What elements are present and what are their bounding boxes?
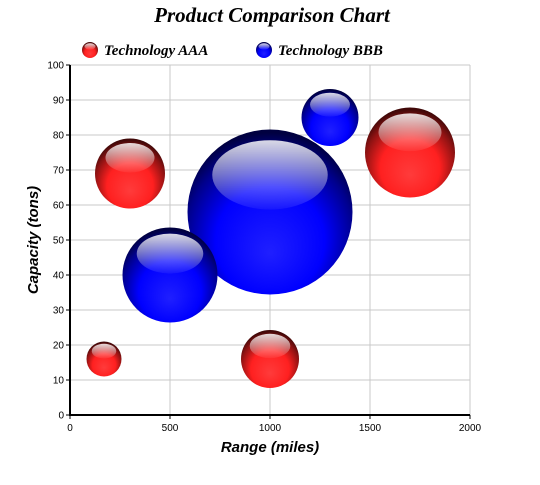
y-tick-label: 60 [53,201,65,212]
chart-title: Product Comparison Chart [153,3,391,27]
legend-label: Technology AAA [104,43,208,59]
legend-item: Technology BBB [256,42,383,59]
bubble [301,89,359,146]
bubble-highlight [105,143,155,173]
bubbles [86,89,455,388]
x-tick-label: 500 [162,423,179,434]
bubble [365,107,455,198]
legend-item: Technology AAA [82,42,208,59]
bubble [122,227,218,323]
bubble-highlight [249,333,291,359]
bubble-highlight [91,343,117,359]
y-tick-label: 10 [53,376,65,387]
y-tick-label: 80 [53,131,65,142]
y-tick-label: 0 [58,411,64,422]
x-tick-label: 1500 [359,423,382,434]
x-axis-label: Range (miles) [221,439,319,456]
bubble [86,341,122,377]
x-tick-label: 2000 [459,423,482,434]
tick-labels: 0 500 1000 1500 2000 0 10 20 30 40 50 60 70 80 90 100 [47,61,481,435]
y-tick-label: 40 [53,271,65,282]
bubble-highlight [378,113,442,152]
bubble-highlight [310,92,350,117]
y-tick-label: 50 [53,236,65,247]
legend: Technology AAA Technology BBB [82,42,383,59]
x-tick-label: 1000 [259,423,282,434]
bubble [241,330,299,388]
y-tick-label: 90 [53,96,65,107]
bubble [95,138,165,209]
y-tick-label: 100 [47,61,64,72]
plot-area: 0 500 1000 1500 2000 0 10 20 30 40 50 60 70 80 90 100 [47,61,481,435]
y-tick-label: 30 [53,306,65,317]
x-tick-label: 0 [67,423,73,434]
y-tick-label: 70 [53,166,65,177]
bubble-highlight [136,233,204,274]
axes [66,64,471,419]
y-axis-label: Capacity (tons) [25,186,42,294]
legend-swatch-highlight [84,43,96,50]
bubble-highlight [212,140,328,210]
legend-label: Technology BBB [278,43,383,59]
bubble [187,129,353,295]
legend-swatch-highlight [258,43,270,50]
y-tick-label: 20 [53,341,65,352]
